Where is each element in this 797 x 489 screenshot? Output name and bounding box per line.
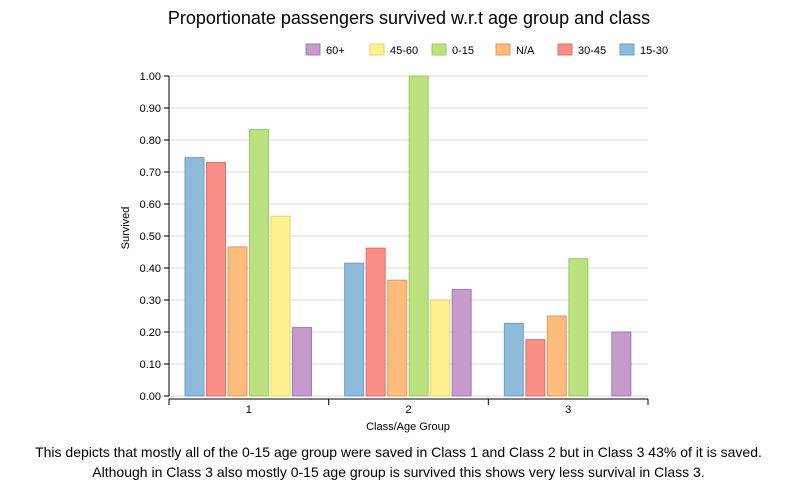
legend: 60+ 45-60 0-15 N/A 30-45 15-30 xyxy=(305,43,668,57)
bar-60+-class-1 xyxy=(292,327,312,397)
bar-0-15-class-1 xyxy=(249,128,269,397)
bar-15-30-class-3 xyxy=(503,322,524,397)
legend-label-N/A: N/A xyxy=(516,45,535,57)
bar-60+-class-3 xyxy=(611,331,632,397)
axes: 0.00 0.10 0.20 0.30 0.40 0.50 0.60 0.70 0.80 0.90… xyxy=(140,71,649,416)
bar-45-60-class-2 xyxy=(430,299,451,397)
y-tick-label: 0.90 xyxy=(140,103,161,115)
caption-line-1: This depicts that mostly all of the 0-15… xyxy=(35,444,762,460)
x-tick-label: 2 xyxy=(405,404,411,416)
legend-swatch-15-30 xyxy=(619,43,635,56)
y-axis-label: Survived xyxy=(120,207,132,250)
caption-line-2: Although in Class 3 also mostly 0-15 age… xyxy=(92,464,705,480)
bar-30-45-class-2 xyxy=(365,247,386,397)
y-tick-label: 1.00 xyxy=(140,71,161,83)
x-tick-label: 3 xyxy=(565,404,571,416)
y-tick-label: 0.50 xyxy=(140,231,161,243)
y-tick-label: 0.40 xyxy=(140,263,161,275)
y-tick-label: 0.10 xyxy=(140,359,161,371)
y-tick-label: 0.20 xyxy=(140,327,161,339)
legend-swatch-60+ xyxy=(305,43,321,56)
bar-45-60-class-1 xyxy=(270,215,291,397)
bar-N/A-class-3 xyxy=(546,315,567,397)
gridlines xyxy=(169,75,648,397)
bar-30-45-class-1 xyxy=(206,161,226,397)
y-tick-label: 0.60 xyxy=(140,199,161,211)
bar-chart: Proportionate passengers survived w.r.t … xyxy=(120,8,668,433)
bar-15-30-class-2 xyxy=(344,262,365,397)
y-tick-label: 0.30 xyxy=(140,295,161,307)
x-axis-label: Class/Age Group xyxy=(366,421,450,433)
legend-swatch-N/A xyxy=(495,43,511,56)
bar-N/A-class-2 xyxy=(387,279,408,397)
bar-30-45-class-3 xyxy=(525,339,546,397)
bar-60+-class-2 xyxy=(451,288,472,397)
legend-label-30-45: 30-45 xyxy=(578,45,606,57)
bar-0-15-class-2 xyxy=(408,75,429,397)
y-tick-label: 0.00 xyxy=(140,391,161,403)
y-tick-label: 0.70 xyxy=(140,167,161,179)
x-tick-label: 1 xyxy=(246,404,252,416)
legend-label-60+: 60+ xyxy=(326,45,345,57)
chart-title: Proportionate passengers survived w.r.t … xyxy=(168,8,650,28)
bar-15-30-class-1 xyxy=(184,157,205,397)
legend-swatch-0-15 xyxy=(431,43,447,56)
legend-label-0-15: 0-15 xyxy=(452,45,474,57)
y-tick-label: 0.80 xyxy=(140,135,161,147)
legend-swatch-30-45 xyxy=(557,43,573,56)
legend-swatch-45-60 xyxy=(369,43,385,56)
bars xyxy=(184,75,632,397)
bar-N/A-class-1 xyxy=(227,246,248,397)
bar-0-15-class-3 xyxy=(568,258,589,397)
legend-label-45-60: 45-60 xyxy=(390,45,418,57)
legend-label-15-30: 15-30 xyxy=(640,45,668,57)
